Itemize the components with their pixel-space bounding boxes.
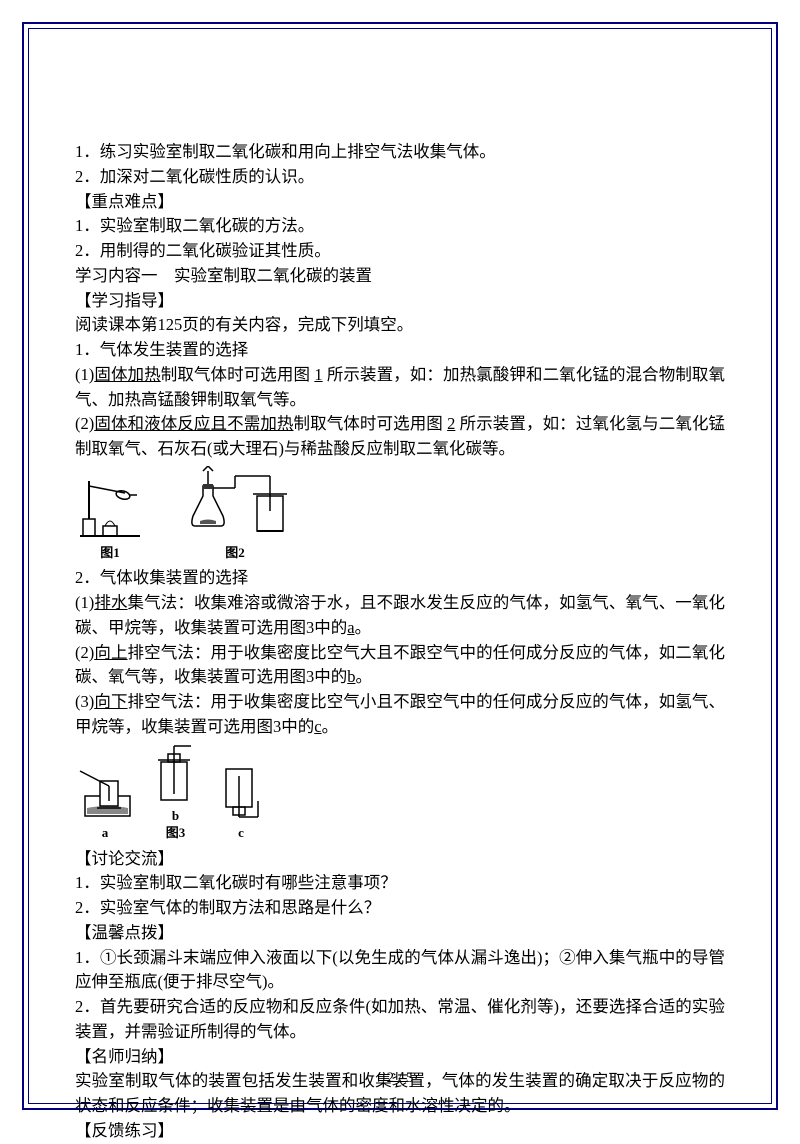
underline: 向上	[94, 643, 127, 662]
underline: a	[347, 618, 354, 637]
document-content: 1．练习实验室制取二氧化碳和用向上排空气法收集气体。 2．加深对二氧化碳性质的认…	[75, 140, 725, 1144]
line: (1)排水集气法：收集难溶或微溶于水，且不跟水发生反应的气体，如氢气、氧气、一氧…	[75, 591, 725, 641]
text: 。	[322, 717, 339, 736]
section-heading: 【重点难点】	[75, 190, 725, 215]
text: 制取气体时可选用图	[294, 414, 443, 433]
page-footer: 2 / 5	[0, 1070, 800, 1087]
line: 2．首先要研究合适的反应物和反应条件(如加热、常温、催化剂等)，还要选择合适的实…	[75, 995, 725, 1045]
apparatus-3a-icon	[75, 766, 135, 821]
text: (2)	[75, 414, 94, 433]
line: 1．实验室制取二氧化碳的方法。	[75, 214, 725, 239]
text: 排空气法：用于收集密度比空气大且不跟空气中的任何成分反应的气体，如二氧化碳、氧气…	[75, 643, 725, 687]
diagram-3b: b 图3	[153, 744, 198, 843]
line: 2．加深对二氧化碳性质的认识。	[75, 165, 725, 190]
line: (2)固体和液体反应且不需加热制取气体时可选用图 2 所示装置，如：过氧化氢与二…	[75, 412, 725, 462]
section-heading: 【温馨点拨】	[75, 921, 725, 946]
line: 2．气体收集装置的选择	[75, 566, 725, 591]
diagram-label: a	[102, 823, 109, 843]
diagram-row-1: 图1 图2	[75, 466, 725, 563]
text: 制取气体时可选用图	[161, 365, 310, 384]
section-heading: 【反馈练习】	[75, 1119, 725, 1144]
diagram-3a: a	[75, 766, 135, 843]
diagram-label: 图3	[166, 823, 186, 843]
apparatus-3b-icon	[153, 744, 198, 804]
apparatus-2-icon	[175, 466, 295, 541]
line: 学习内容一 实验室制取二氧化碳的装置	[75, 264, 725, 289]
line: 1．①长颈漏斗末端应伸入液面以下(以免生成的气体从漏斗逸出)；②伸入集气瓶中的导…	[75, 946, 725, 996]
text: (2)	[75, 643, 94, 662]
diagram-label: 图1	[100, 543, 120, 563]
line: (3)向下排空气法：用于收集密度比空气小且不跟空气中的任何成分反应的气体，如氢气…	[75, 690, 725, 740]
underline: 向下	[94, 692, 127, 711]
diagram-label: c	[238, 823, 244, 843]
line: 1．练习实验室制取二氧化碳和用向上排空气法收集气体。	[75, 140, 725, 165]
underline: 1	[314, 365, 322, 384]
line: 阅读课本第125页的有关内容，完成下列填空。	[75, 313, 725, 338]
text: (1)	[75, 365, 94, 384]
section-heading: 【学习指导】	[75, 289, 725, 314]
text: 排空气法：用于收集密度比空气小且不跟空气中的任何成分反应的气体，如氢气、甲烷等，…	[75, 692, 725, 736]
text: (1)	[75, 593, 94, 612]
text: 。	[356, 667, 373, 686]
section-heading: 【名师归纳】	[75, 1045, 725, 1070]
text: 集气法：收集难溶或微溶于水，且不跟水发生反应的气体，如氢气、氧气、一氧化碳、甲烷…	[75, 593, 725, 637]
apparatus-3c-icon	[216, 761, 266, 821]
text: 。	[355, 618, 372, 637]
diagram-3c: c	[216, 761, 266, 843]
underline: 排水	[94, 593, 127, 612]
apparatus-1-icon	[75, 471, 145, 541]
line: (1)固体加热制取气体时可选用图 1 所示装置，如：加热氯酸钾和二氧化锰的混合物…	[75, 363, 725, 413]
diagram-1: 图1	[75, 471, 145, 563]
line: 2．用制得的二氧化碳验证其性质。	[75, 239, 725, 264]
underline: 加热	[260, 414, 293, 433]
underline: 固体加热	[94, 365, 160, 384]
diagram-row-2: a b 图3 c	[75, 744, 725, 843]
underline: c	[314, 717, 321, 736]
section-heading: 【讨论交流】	[75, 847, 725, 872]
underline: b	[347, 667, 355, 686]
diagram-2: 图2	[175, 466, 295, 563]
line: 1．实验室制取二氧化碳时有哪些注意事项？	[75, 871, 725, 896]
diagram-label: 图2	[225, 543, 245, 563]
line: 1．气体发生装置的选择	[75, 338, 725, 363]
line: (2)向上排空气法：用于收集密度比空气大且不跟空气中的任何成分反应的气体，如二氧…	[75, 641, 725, 691]
line: 2．实验室气体的制取方法和思路是什么？	[75, 896, 725, 921]
underline: 固体和液体反应且不需	[94, 414, 260, 433]
text: (3)	[75, 692, 94, 711]
